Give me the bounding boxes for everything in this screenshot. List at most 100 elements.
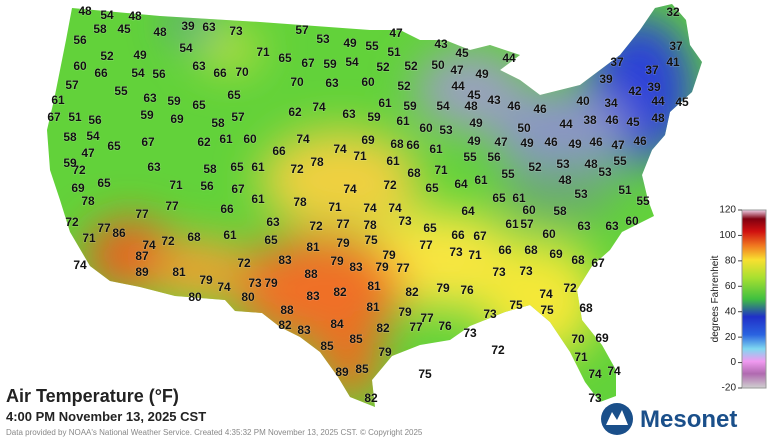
station-temperature: 63 [202, 20, 216, 34]
station-temperature: 49 [469, 116, 483, 130]
colorbar-tick-label: 20 [725, 332, 737, 343]
station-temperature: 72 [383, 178, 397, 192]
station-temperature: 66 [451, 228, 465, 242]
station-temperature: 54 [131, 66, 145, 80]
station-temperature: 48 [464, 99, 478, 113]
station-temperature: 73 [463, 326, 477, 340]
colorbar-label: degrees Fahrenheit [710, 255, 721, 342]
station-temperature: 79 [330, 254, 344, 268]
station-temperature: 75 [364, 233, 378, 247]
station-temperature: 74 [142, 238, 156, 252]
station-temperature: 77 [135, 207, 149, 221]
station-temperature: 61 [512, 191, 526, 205]
station-temperature: 52 [376, 60, 390, 74]
station-temperature: 88 [280, 303, 294, 317]
colorbar-tick-label: 100 [719, 230, 736, 241]
station-temperature: 74 [333, 142, 347, 156]
station-temperature: 73 [229, 24, 243, 38]
station-temperature: 65 [227, 88, 241, 102]
station-temperature: 47 [494, 135, 508, 149]
station-temperature: 77 [420, 311, 434, 325]
station-temperature: 77 [419, 238, 433, 252]
station-temperature: 59 [403, 99, 417, 113]
station-temperature: 61 [396, 114, 410, 128]
station-temperature: 61 [251, 160, 265, 174]
station-temperature: 61 [474, 173, 488, 187]
station-temperature: 52 [528, 160, 542, 174]
colorbar-tick-label: 60 [725, 281, 737, 292]
station-temperature: 53 [598, 165, 612, 179]
station-temperature: 47 [611, 138, 625, 152]
station-temperature: 63 [342, 107, 356, 121]
station-temperature: 67 [591, 256, 605, 270]
station-temperature: 47 [81, 146, 95, 160]
station-temperature: 72 [563, 281, 577, 295]
station-temperature: 72 [491, 343, 505, 357]
station-temperature: 46 [507, 99, 521, 113]
station-temperature: 83 [297, 323, 311, 337]
station-temperature: 67 [141, 135, 155, 149]
station-temperature: 60 [542, 227, 556, 241]
station-temperature: 79 [382, 248, 396, 262]
station-temperature: 61 [51, 93, 65, 107]
station-temperature: 74 [343, 182, 357, 196]
station-temperature: 73 [483, 307, 497, 321]
station-temperature: 83 [349, 260, 363, 274]
station-temperature: 42 [628, 84, 642, 98]
colorbar-tick-label: 80 [725, 255, 737, 266]
station-temperature: 56 [73, 33, 87, 47]
station-temperature: 62 [288, 105, 302, 119]
station-temperature: 74 [388, 201, 402, 215]
station-temperature: 78 [293, 195, 307, 209]
station-temperature: 50 [431, 58, 445, 72]
station-temperature: 66 [498, 243, 512, 257]
station-temperature: 34 [604, 96, 618, 110]
station-temperature: 45 [117, 22, 131, 36]
station-temperature: 74 [607, 364, 621, 378]
station-temperature: 50 [517, 121, 531, 135]
station-temperature: 83 [278, 253, 292, 267]
station-temperature: 73 [398, 214, 412, 228]
station-temperature: 51 [68, 110, 82, 124]
station-temperature: 43 [487, 93, 501, 107]
station-temperature: 43 [434, 37, 448, 51]
station-temperature: 87 [135, 249, 149, 263]
station-temperature: 63 [192, 59, 206, 73]
station-temperature: 69 [361, 133, 375, 147]
logo-icon [601, 403, 633, 435]
station-temperature: 55 [114, 84, 128, 98]
station-temperature: 56 [88, 113, 102, 127]
station-temperature: 70 [571, 332, 585, 346]
station-temperature: 58 [553, 204, 567, 218]
station-temperature: 56 [152, 67, 166, 81]
station-temperature: 37 [610, 55, 624, 69]
station-temperature: 74 [539, 287, 553, 301]
station-temperature: 73 [248, 276, 262, 290]
station-temperature: 66 [213, 66, 227, 80]
station-temperature: 65 [192, 98, 206, 112]
station-temperature: 46 [605, 113, 619, 127]
station-temperature: 81 [306, 240, 320, 254]
station-temperature: 67 [301, 56, 315, 70]
station-temperature: 54 [436, 99, 450, 113]
station-temperature: 77 [165, 199, 179, 213]
station-temperature: 70 [235, 65, 249, 79]
station-temperature: 79 [378, 345, 392, 359]
station-temperature: 55 [463, 150, 477, 164]
station-temperature: 85 [349, 332, 363, 346]
station-temperature: 55 [501, 167, 515, 181]
station-temperature: 49 [475, 67, 489, 81]
station-temperature: 55 [613, 154, 627, 168]
station-temperature: 68 [579, 301, 593, 315]
station-temperature: 63 [325, 76, 339, 90]
station-temperature: 65 [425, 181, 439, 195]
colorbar-tick-label: 120 [719, 205, 736, 216]
colorbar [741, 209, 767, 389]
station-temperature: 71 [353, 149, 367, 163]
station-temperature: 58 [63, 130, 77, 144]
station-temperature: 48 [651, 111, 665, 125]
station-temperature: 48 [78, 4, 92, 18]
station-temperature: 79 [375, 260, 389, 274]
station-temperature: 80 [188, 290, 202, 304]
station-temperature: 72 [65, 215, 79, 229]
